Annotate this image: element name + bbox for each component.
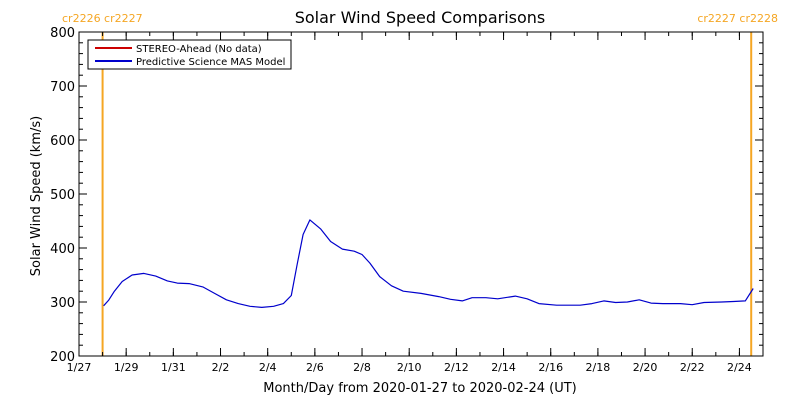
carrington-label-1: cr2227 cr2228 <box>697 12 778 25</box>
x-tick-label: 1/27 <box>67 361 92 374</box>
x-tick-label: 1/31 <box>161 361 186 374</box>
legend: STEREO-Ahead (No data) Predictive Scienc… <box>87 39 292 70</box>
plot-frame <box>78 31 764 357</box>
y-tick-label: 300 <box>50 296 75 311</box>
y-tick-label: 600 <box>50 134 75 149</box>
y-axis-label: Solar Wind Speed (km/s) <box>29 116 44 276</box>
x-tick-label: 2/18 <box>586 361 611 374</box>
x-tick-label: 2/16 <box>538 361 563 374</box>
legend-label-mas-model: Predictive Science MAS Model <box>136 57 285 68</box>
x-tick-label: 2/24 <box>727 361 752 374</box>
series-line-mas-model <box>103 219 754 308</box>
y-axis-ticks: 200 300 400 500 600 700 800 <box>50 26 763 365</box>
series-layer <box>103 219 754 308</box>
x-tick-label: 2/20 <box>633 361 658 374</box>
x-tick-label: 2/6 <box>306 361 324 374</box>
carrington-markers: cr2226 cr2227 cr2227 cr2228 <box>62 12 778 356</box>
x-tick-label: 1/29 <box>114 361 139 374</box>
x-tick-label: 2/22 <box>680 361 705 374</box>
chart-title: Solar Wind Speed Comparisons <box>295 8 546 27</box>
y-tick-label: 700 <box>50 80 75 95</box>
y-tick-label: 800 <box>50 26 75 41</box>
x-axis-label: Month/Day from 2020-01-27 to 2020-02-24 … <box>263 381 576 396</box>
x-tick-label: 2/12 <box>444 361 469 374</box>
legend-box <box>87 39 292 70</box>
x-tick-label: 2/4 <box>259 361 277 374</box>
y-tick-label: 500 <box>50 188 75 203</box>
x-tick-label: 2/10 <box>397 361 422 374</box>
legend-label-stereo: STEREO-Ahead (No data) <box>136 44 262 55</box>
x-tick-label: 2/14 <box>491 361 516 374</box>
carrington-label-0: cr2226 cr2227 <box>62 12 143 25</box>
x-tick-label: 2/8 <box>353 361 371 374</box>
y-tick-label: 400 <box>50 242 75 257</box>
x-tick-label: 2/2 <box>212 361 230 374</box>
x-axis-ticks: 1/27 1/29 1/31 2/2 2/4 2/6 2/8 2/10 2/12 2/14 2/16… <box>67 32 764 374</box>
y-tick-label: 200 <box>50 350 75 365</box>
